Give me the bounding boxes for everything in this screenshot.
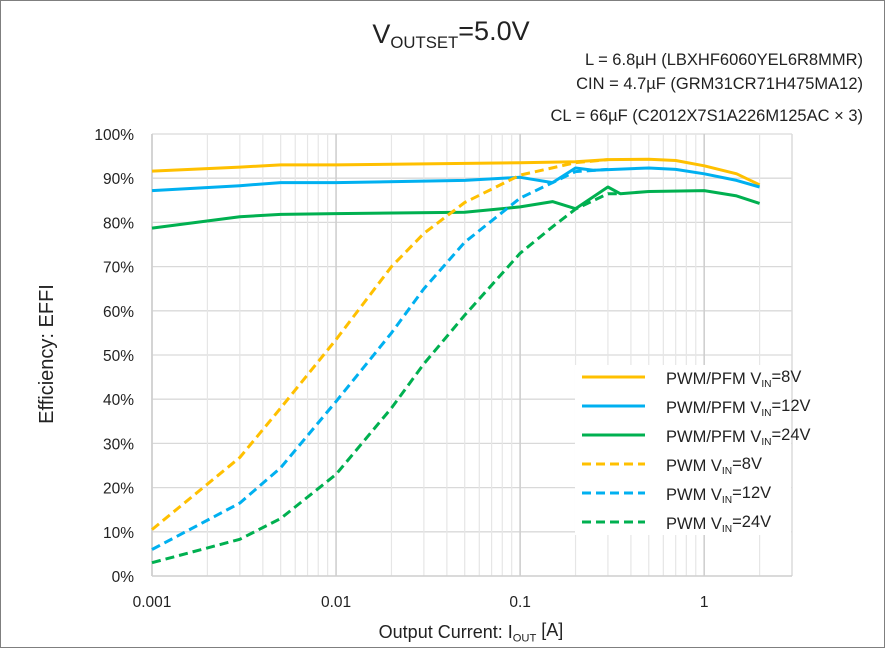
y-tick-label: 70% [103,260,134,277]
annotation-cin: CIN = 4.7µF (GRM31CR71H475MA12) [576,75,863,93]
y-axis-label: Efficiency: EFFI [36,284,58,424]
x-axis-label: Output Current: IOUT [A] [379,620,564,644]
chart-title: VOUTSET=5.0V [372,16,529,52]
legend-label: PWM VIN=24V [666,513,771,535]
x-tick-label: 0.001 [133,594,172,611]
series-line-6 [151,192,621,565]
y-tick-label: 100% [94,127,134,144]
annotation-cl: CL = 66µF (C2012X7S1A226M125AC × 3) [551,107,864,125]
series-line-5 [151,167,609,551]
legend-label: PWM/PFM VIN=8V [666,368,801,390]
series-lines [151,157,761,565]
x-tick-label: 0.01 [321,594,351,611]
series-line-3 [151,185,761,230]
legend-label: PWM VIN=12V [666,484,771,506]
x-tick-label: 1 [700,594,709,611]
y-tick-label: 0% [112,569,135,586]
series-line-2 [151,166,761,193]
y-tick-label: 60% [103,304,134,321]
legend-background [575,365,791,535]
y-tick-label: 40% [103,392,134,409]
y-tick-label: 30% [103,436,134,453]
y-tick-label: 80% [103,215,134,232]
legend-label: PWM/PFM VIN=12V [666,397,811,419]
y-tick-label: 10% [103,525,134,542]
tick-labels: 0% 10% 20% 30% 40% 50% 60% 70% 80% 90% 100% 0.001 0.… [94,127,708,611]
annotation-inductor: L = 6.8µH (LBXHF6060YEL6R8MMR) [585,51,863,69]
legend-label: PWM VIN=8V [666,455,762,477]
legend-label: PWM/PFM VIN=24V [666,426,811,448]
y-tick-label: 90% [103,171,134,188]
x-tick-label: 0.1 [509,594,531,611]
series-line-4 [151,158,609,531]
y-tick-label: 20% [103,481,134,498]
legend: PWM/PFM VIN=8V PWM/PFM VIN=12V PWM/PFM VIN… [575,365,811,535]
y-tick-label: 50% [103,348,134,365]
